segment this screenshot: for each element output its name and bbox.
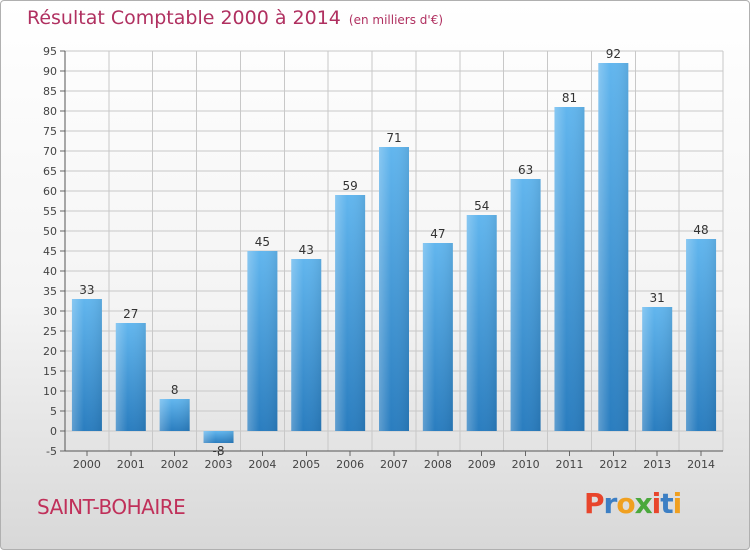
- commune-name: SAINT-BOHAIRE: [37, 495, 186, 519]
- x-tick-label: 2011: [555, 458, 583, 471]
- value-labels: 33 27 8 -8 45 43 59 71 47 54 63 81 92 31 48: [79, 47, 708, 458]
- x-tick-label: 2013: [643, 458, 671, 471]
- bar-shade: [159, 399, 190, 431]
- y-tick-label: 90: [43, 65, 57, 78]
- chart-title-main: Résultat Comptable 2000 à 2014: [27, 7, 341, 29]
- x-tick-label: 2007: [380, 458, 408, 471]
- data-label: 31: [650, 291, 665, 305]
- data-label: 54: [474, 199, 489, 213]
- data-label: 33: [79, 283, 94, 297]
- y-tick-label: 85: [43, 85, 57, 98]
- data-label: 59: [342, 179, 357, 193]
- brand-letter: i: [651, 487, 662, 520]
- y-tick-label: 60: [43, 185, 57, 198]
- y-tick-label: 45: [43, 245, 57, 258]
- x-tick-label: 2001: [117, 458, 145, 471]
- chart-title: Résultat Comptable 2000 à 2014 (en millie…: [27, 7, 443, 29]
- y-tick-label: 40: [43, 265, 57, 278]
- y-tick-label: 35: [43, 285, 57, 298]
- data-label: 43: [299, 243, 314, 257]
- x-tick-label: 2006: [336, 458, 364, 471]
- y-tick-label: 95: [43, 45, 57, 58]
- y-tick-label: 70: [43, 145, 57, 158]
- bars: [71, 63, 717, 443]
- data-label: -8: [213, 444, 225, 458]
- proxiti-logo: Proxiti: [584, 487, 683, 520]
- x-tick-label: 2014: [687, 458, 715, 471]
- y-tick-label: 50: [43, 225, 57, 238]
- y-tick-label: 80: [43, 105, 57, 118]
- x-tick-label: 2005: [292, 458, 320, 471]
- bar-shade: [71, 299, 102, 431]
- bar-shade: [422, 243, 453, 431]
- bar-shade: [291, 259, 322, 431]
- x-tick-label: 2000: [73, 458, 101, 471]
- bar-shade: [598, 63, 629, 431]
- x-tick-label: 2008: [424, 458, 452, 471]
- y-tick-label: 55: [43, 205, 57, 218]
- x-tick-label: 2012: [599, 458, 627, 471]
- bar-shade: [554, 107, 585, 431]
- x-tick-label: 2004: [248, 458, 276, 471]
- y-tick-label: -5: [46, 445, 57, 458]
- y-tick-label: 25: [43, 325, 57, 338]
- bar-shade: [642, 307, 673, 431]
- y-tick-label: 75: [43, 125, 57, 138]
- bar-shade: [115, 323, 146, 431]
- brand-letter: P: [584, 487, 605, 520]
- bar-shade: [379, 147, 409, 431]
- brand-letter: i: [672, 487, 683, 520]
- bar-shade: [335, 195, 366, 431]
- y-tick-label: 5: [50, 405, 57, 418]
- brand-letter: r: [603, 487, 618, 520]
- brand-letter: o: [616, 487, 635, 520]
- y-tick-label: 15: [43, 365, 57, 378]
- brand-letter: t: [660, 487, 673, 520]
- axes: -5 0 5 10 15 20 25 30 35 40 45 50 55 60 65 70 75 80 85 90 95…: [43, 45, 723, 471]
- y-tick-label: 0: [50, 425, 57, 438]
- data-label: 71: [386, 131, 401, 145]
- data-label: 81: [562, 91, 577, 105]
- chart-title-unit: (en milliers d'€): [348, 13, 444, 27]
- data-label: 8: [171, 383, 179, 397]
- data-label: 27: [123, 307, 138, 321]
- y-tick-label: 10: [43, 385, 57, 398]
- x-tick-label: 2003: [205, 458, 233, 471]
- bar-shade: [466, 215, 497, 431]
- y-tick-label: 20: [43, 345, 57, 358]
- bar-shade: [686, 239, 717, 431]
- y-tick-label: 30: [43, 305, 57, 318]
- y-tick-label: 65: [43, 165, 57, 178]
- data-label: 92: [606, 47, 621, 61]
- bar-shade: [203, 431, 234, 443]
- data-label: 45: [255, 235, 270, 249]
- x-tick-label: 2009: [468, 458, 496, 471]
- data-label: 63: [518, 163, 533, 177]
- brand-letter: x: [634, 487, 653, 520]
- bar-shade: [247, 251, 278, 431]
- data-label: 47: [430, 227, 445, 241]
- x-tick-label: 2010: [512, 458, 540, 471]
- x-tick-label: 2002: [161, 458, 189, 471]
- data-label: 48: [693, 223, 708, 237]
- bar-shade: [510, 179, 541, 431]
